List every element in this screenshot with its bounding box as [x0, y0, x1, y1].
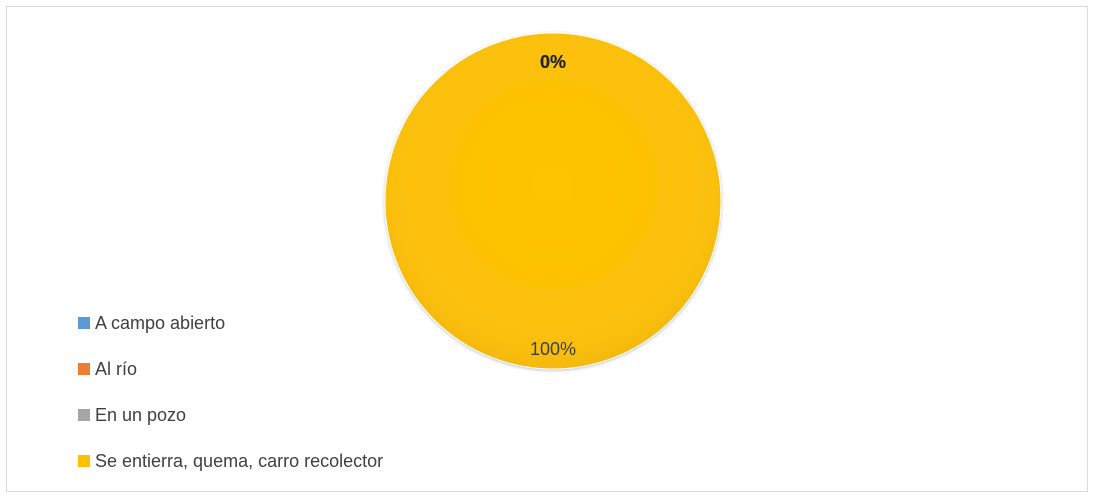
legend-label: A campo abierto [95, 312, 226, 333]
pie-slices [384, 32, 722, 370]
legend-swatch [78, 409, 90, 421]
pie-slice-se-entierra-quema-carro-recolector [384, 32, 722, 370]
legend-item-a-campo-abierto: A campo abierto [78, 300, 498, 346]
data-label-se-entierra-quema-carro-recolector: 100% [530, 339, 576, 359]
data-label-en-un-pozo: 0% [540, 52, 566, 72]
data-label-al-rio: 0% [540, 52, 566, 72]
legend-label: Al río [95, 358, 138, 379]
data-label-a-campo-abierto: 0% [540, 52, 566, 72]
legend-item-en-un-pozo: En un pozo [78, 392, 498, 438]
pie-data-labels: 0%0%0%100% [530, 52, 576, 359]
legend-swatch [78, 455, 90, 467]
legend-swatch [78, 363, 90, 375]
legend-swatch [78, 317, 90, 329]
legend-item-al-rio: Al río [78, 346, 498, 392]
legend-item-se-entierra-quema-carro-recolector: Se entierra, quema, carro recolector [78, 438, 498, 484]
legend-label: En un pozo [95, 404, 187, 425]
legend-label: Se entierra, quema, carro recolector [95, 450, 384, 471]
chart-legend: A campo abierto Al río En un pozo Se entier… [78, 300, 498, 484]
